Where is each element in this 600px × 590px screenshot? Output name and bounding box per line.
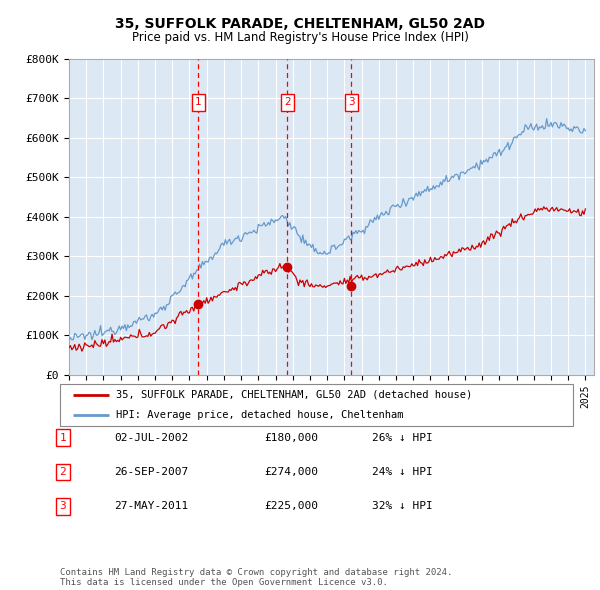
Text: 1: 1 — [59, 433, 67, 442]
Text: 26-SEP-2007: 26-SEP-2007 — [114, 467, 188, 477]
Text: 35, SUFFOLK PARADE, CHELTENHAM, GL50 2AD (detached house): 35, SUFFOLK PARADE, CHELTENHAM, GL50 2AD… — [116, 390, 473, 400]
Text: £225,000: £225,000 — [264, 502, 318, 511]
Text: £180,000: £180,000 — [264, 433, 318, 442]
Text: 3: 3 — [348, 97, 355, 107]
Text: £274,000: £274,000 — [264, 467, 318, 477]
Text: 24% ↓ HPI: 24% ↓ HPI — [372, 467, 433, 477]
Text: 35, SUFFOLK PARADE, CHELTENHAM, GL50 2AD: 35, SUFFOLK PARADE, CHELTENHAM, GL50 2AD — [115, 17, 485, 31]
Text: Price paid vs. HM Land Registry's House Price Index (HPI): Price paid vs. HM Land Registry's House … — [131, 31, 469, 44]
Text: 32% ↓ HPI: 32% ↓ HPI — [372, 502, 433, 511]
Text: 2: 2 — [284, 97, 290, 107]
Text: 2: 2 — [59, 467, 67, 477]
Text: 02-JUL-2002: 02-JUL-2002 — [114, 433, 188, 442]
Text: 3: 3 — [59, 502, 67, 511]
Text: 1: 1 — [195, 97, 202, 107]
Text: Contains HM Land Registry data © Crown copyright and database right 2024.
This d: Contains HM Land Registry data © Crown c… — [60, 568, 452, 587]
Text: 27-MAY-2011: 27-MAY-2011 — [114, 502, 188, 511]
Text: HPI: Average price, detached house, Cheltenham: HPI: Average price, detached house, Chel… — [116, 409, 404, 419]
FancyBboxPatch shape — [60, 384, 573, 426]
Text: 26% ↓ HPI: 26% ↓ HPI — [372, 433, 433, 442]
